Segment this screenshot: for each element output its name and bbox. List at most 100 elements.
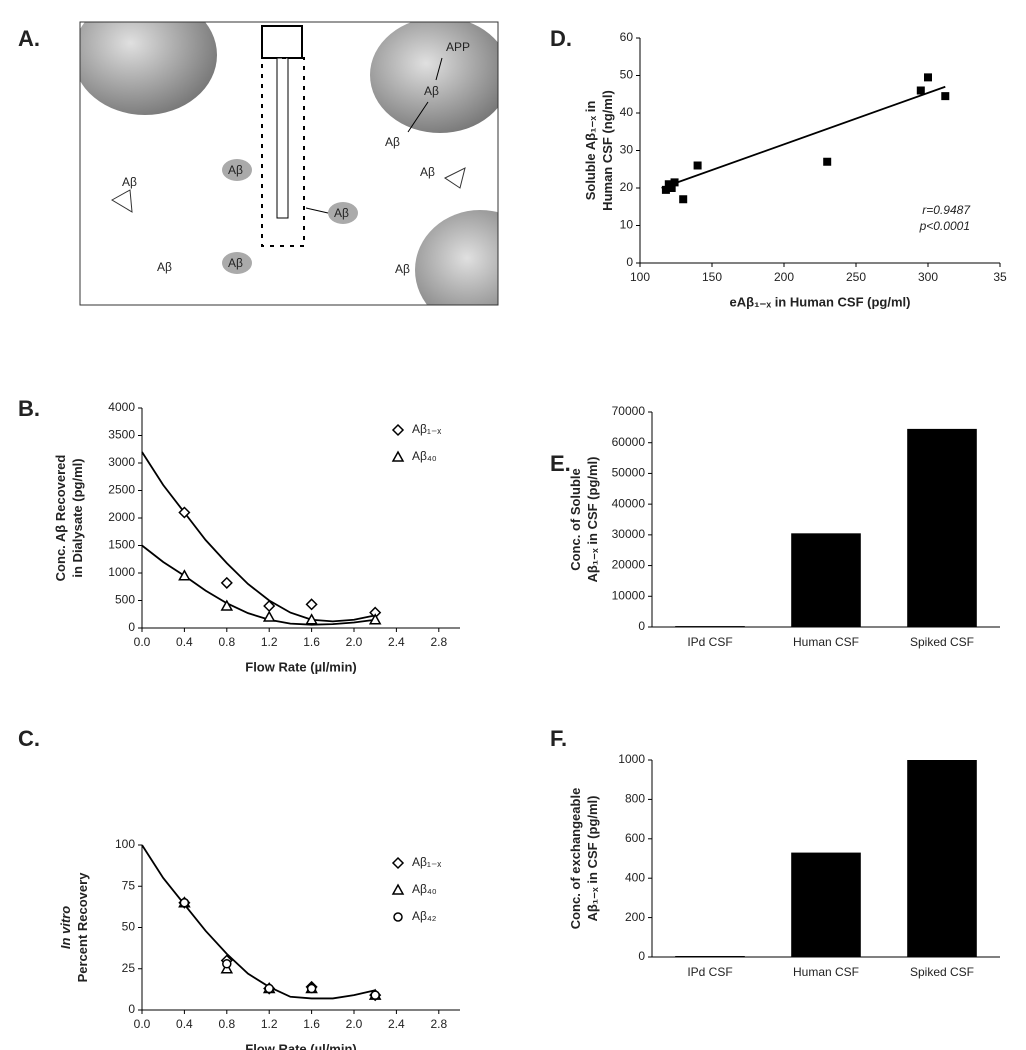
bar [907,428,977,627]
point [220,576,233,589]
legend-marker [391,450,405,462]
y-axis-label: Conc. of Soluble [568,468,583,571]
fit-curve [661,85,946,189]
x-tick-label: 1.2 [261,635,278,649]
panel-label: D. [550,26,572,51]
y-axis-label: Aβ₁₋ₓ in CSF (pg/ml) [585,795,600,921]
panel-label: E. [550,451,571,476]
diagram-label: Aβ [424,84,439,98]
point [370,990,380,1000]
y-tick-label: 800 [625,792,645,806]
y-tick-label: 10000 [612,588,646,602]
x-tick-label: 200 [774,270,794,284]
y-tick-label: 20000 [612,558,646,572]
abeta-particle [222,252,252,274]
x-tick-label: 0.8 [218,635,235,649]
x-tick-label: 150 [702,270,722,284]
point [220,599,234,611]
y-tick-label: 3500 [108,428,135,442]
probe-membrane [261,57,305,247]
point [368,613,382,625]
diagram-label: APP [446,40,470,54]
y-tick-label: 60000 [612,435,646,449]
y-tick-label: 500 [115,593,135,607]
y-tick-label: 0 [638,619,645,633]
legend-marker [391,856,405,870]
legend-label: Aβ₄₂ [412,909,437,923]
diagram-label: Aβ [385,135,400,149]
point [262,610,276,622]
point [661,185,670,194]
x-tick-label: 0.8 [218,1017,235,1031]
arrow [435,57,443,81]
y-axis-label: Percent Recovery [75,872,90,983]
y-axis-label: Soluble Aβ₁₋ₓ in [583,101,598,201]
bar [907,760,977,957]
y-tick-label: 70000 [612,404,646,418]
x-tick-label: 300 [918,270,938,284]
y-tick-label: 3000 [108,455,135,469]
cell [415,210,498,305]
y-tick-label: 1000 [618,752,645,766]
y-tick-label: 400 [625,870,645,884]
point [179,898,190,908]
y-axis-label: in Dialysate (pg/ml) [70,458,85,577]
y-tick-label: 2500 [108,483,135,497]
bar [791,852,861,957]
point [667,184,676,192]
diagram: APP Aβ Aβ Aβ Aβ Aβ Aβ Aβ Aβ Aβ [79,21,499,306]
legend-label: Aβ₁₋ₓ [412,422,441,436]
point [305,613,318,625]
bar [675,626,745,628]
diagram-label: Aβ [228,256,243,270]
legend-label: Aβ₄₀ [412,449,437,463]
probe-head [261,25,303,59]
x-tick-label: 2.8 [430,1017,447,1031]
x-axis-label: Flow Rate (µl/min) [245,659,357,674]
point [178,569,191,581]
point [222,959,232,969]
x-tick-label: 2.0 [346,635,363,649]
panel-label: A. [18,26,40,51]
cell [370,22,498,133]
x-tick-label: 2.4 [388,1017,405,1031]
y-tick-label: 0 [626,255,633,269]
y-axis-label: Aβ₁₋ₓ in CSF (pg/ml) [585,456,600,582]
fit-curve [141,451,376,623]
diagram-label: Aβ [122,175,137,189]
panel-label: F. [550,726,567,751]
y-tick-label: 1500 [108,538,135,552]
diagram-frame [79,21,499,306]
panel-label: C. [18,726,40,751]
x-tick-label: 1.6 [303,1017,320,1031]
y-tick-label: 20 [620,180,634,194]
point [305,598,318,611]
y-tick-label: 2000 [108,510,135,524]
y-axis-label: Conc. of exchangeable [568,788,583,930]
abeta-oligomer [111,189,133,213]
x-tick-label: 1.6 [303,635,320,649]
point [924,73,932,82]
y-tick-label: 30000 [612,527,646,541]
diagram-label: Aβ [395,262,410,276]
y-axis-label: Conc. Aβ Recovered [53,455,68,582]
abeta-oligomer [444,167,466,189]
x-tick-label: IPd CSF [687,635,732,649]
legend-label: Aβ₁₋ₓ [412,855,441,869]
x-tick-label: 100 [630,270,650,284]
y-tick-label: 200 [625,910,645,924]
y-tick-label: 50 [122,920,136,934]
x-tick-label: 0.0 [134,1017,151,1031]
legend-marker [393,912,403,922]
x-tick-label: 2.8 [430,635,447,649]
fit-curve [141,544,376,626]
point [823,157,832,166]
y-tick-label: 0 [128,620,135,634]
panel-label: B. [18,396,40,421]
legend-label: Aβ₄₀ [412,882,437,896]
y-axis-label: Human CSF (ng/ml) [600,90,615,211]
y-axis-label: In vitro [58,906,73,949]
y-tick-label: 4000 [108,400,135,414]
x-tick-label: 35 [993,270,1007,284]
